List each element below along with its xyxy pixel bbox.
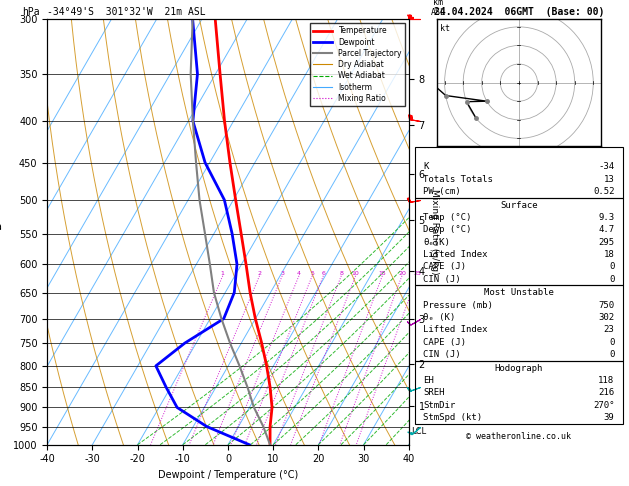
- Text: km
ASL: km ASL: [430, 0, 445, 17]
- Legend: Temperature, Dewpoint, Parcel Trajectory, Dry Adiabat, Wet Adiabat, Isotherm, Mi: Temperature, Dewpoint, Parcel Trajectory…: [310, 23, 405, 106]
- Text: 0: 0: [609, 350, 615, 359]
- Text: LCL: LCL: [411, 427, 426, 435]
- Text: Most Unstable: Most Unstable: [484, 288, 554, 297]
- Text: 24.04.2024  06GMT  (Base: 00): 24.04.2024 06GMT (Base: 00): [434, 7, 604, 17]
- Y-axis label: Mixing Ratio (g/kg): Mixing Ratio (g/kg): [430, 189, 438, 275]
- Text: kt: kt: [440, 24, 450, 34]
- Text: 9.3: 9.3: [598, 213, 615, 222]
- Text: 6: 6: [321, 271, 325, 276]
- Text: 270°: 270°: [593, 400, 615, 410]
- Text: CIN (J): CIN (J): [423, 275, 461, 284]
- Text: 15: 15: [379, 271, 386, 276]
- Bar: [415, 361, 623, 424]
- Text: 0: 0: [609, 338, 615, 347]
- Text: Pressure (mb): Pressure (mb): [423, 301, 493, 310]
- Text: Temp (°C): Temp (°C): [423, 213, 472, 222]
- Text: 118: 118: [598, 376, 615, 385]
- Text: EH: EH: [423, 376, 434, 385]
- Text: 1: 1: [221, 271, 225, 276]
- Text: © weatheronline.co.uk: © weatheronline.co.uk: [467, 432, 571, 441]
- Text: CIN (J): CIN (J): [423, 350, 461, 359]
- Bar: [415, 147, 623, 198]
- Text: PW (cm): PW (cm): [423, 187, 461, 196]
- Text: StmDir: StmDir: [423, 400, 455, 410]
- Text: 4.7: 4.7: [598, 225, 615, 234]
- Text: 0: 0: [609, 275, 615, 284]
- Text: 302: 302: [598, 313, 615, 322]
- Text: 0.52: 0.52: [593, 187, 615, 196]
- Text: 3: 3: [280, 271, 284, 276]
- Text: 216: 216: [598, 388, 615, 398]
- Text: 295: 295: [598, 238, 615, 246]
- Text: -34°49'S  301°32'W  21m ASL: -34°49'S 301°32'W 21m ASL: [47, 7, 206, 17]
- X-axis label: Dewpoint / Temperature (°C): Dewpoint / Temperature (°C): [158, 470, 298, 480]
- Text: 39: 39: [604, 413, 615, 422]
- Text: θₑ(K): θₑ(K): [423, 238, 450, 246]
- Text: θₑ (K): θₑ (K): [423, 313, 455, 322]
- Bar: [415, 285, 623, 361]
- Text: 23: 23: [604, 325, 615, 334]
- Text: -34: -34: [598, 162, 615, 171]
- Text: 2: 2: [257, 271, 262, 276]
- Text: Hodograph: Hodograph: [495, 364, 543, 373]
- Bar: [415, 198, 623, 285]
- Text: 13: 13: [604, 174, 615, 184]
- Text: Totals Totals: Totals Totals: [423, 174, 493, 184]
- Text: 20: 20: [398, 271, 406, 276]
- Text: CAPE (J): CAPE (J): [423, 338, 467, 347]
- Text: Lifted Index: Lifted Index: [423, 325, 488, 334]
- Text: 5: 5: [310, 271, 314, 276]
- Text: CAPE (J): CAPE (J): [423, 262, 467, 271]
- Text: K: K: [423, 162, 429, 171]
- Text: 4: 4: [297, 271, 301, 276]
- Text: 10: 10: [352, 271, 359, 276]
- Y-axis label: hPa: hPa: [0, 222, 3, 232]
- Text: 750: 750: [598, 301, 615, 310]
- Text: Surface: Surface: [500, 201, 538, 209]
- Text: 8: 8: [339, 271, 343, 276]
- Text: 25: 25: [413, 271, 421, 276]
- Text: 18: 18: [604, 250, 615, 259]
- Text: StmSpd (kt): StmSpd (kt): [423, 413, 482, 422]
- Text: Dewp (°C): Dewp (°C): [423, 225, 472, 234]
- Text: Lifted Index: Lifted Index: [423, 250, 488, 259]
- Text: SREH: SREH: [423, 388, 445, 398]
- Text: hPa: hPa: [22, 7, 40, 17]
- Text: 0: 0: [609, 262, 615, 271]
